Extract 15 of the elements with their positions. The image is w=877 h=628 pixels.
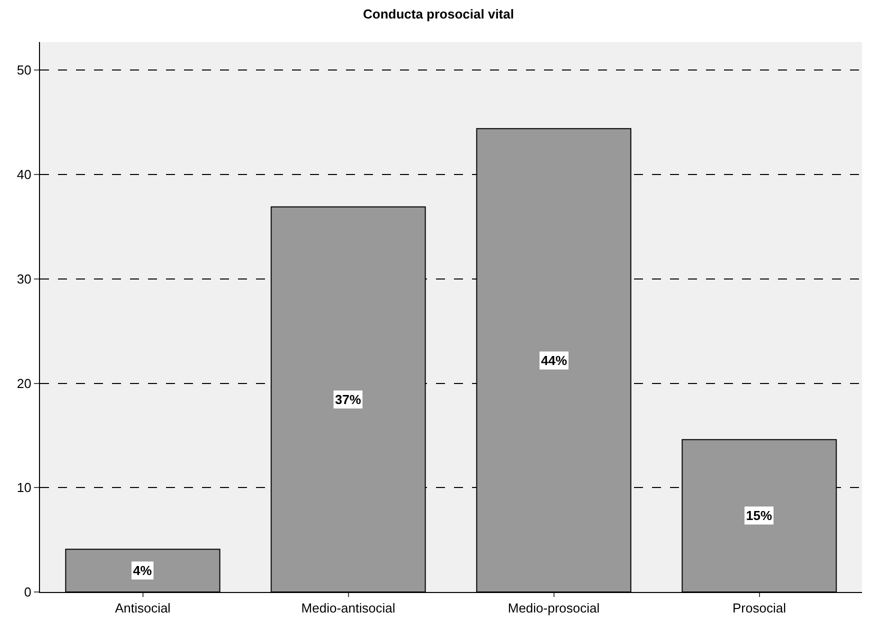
y-tick-label: 50 (16, 62, 32, 78)
data-label: 15% (746, 508, 772, 523)
chart-title: Conducta prosocial vital (363, 6, 514, 22)
y-tick-label: 40 (16, 167, 32, 182)
x-tick-label: Medio-prosocial (508, 600, 600, 616)
x-tick-label: Medio-antisocial (301, 600, 396, 616)
data-label: 37% (335, 392, 362, 407)
x-tick-label: Prosocial (732, 600, 786, 616)
y-tick-label: 30 (16, 271, 32, 286)
y-tick-label: 0 (24, 584, 32, 600)
data-label: 44% (541, 353, 568, 368)
y-tick-label: 10 (16, 480, 32, 496)
y-tick-label: 20 (16, 376, 32, 391)
x-tick-label: Antisocial (114, 600, 171, 616)
data-label: 4% (133, 563, 152, 578)
